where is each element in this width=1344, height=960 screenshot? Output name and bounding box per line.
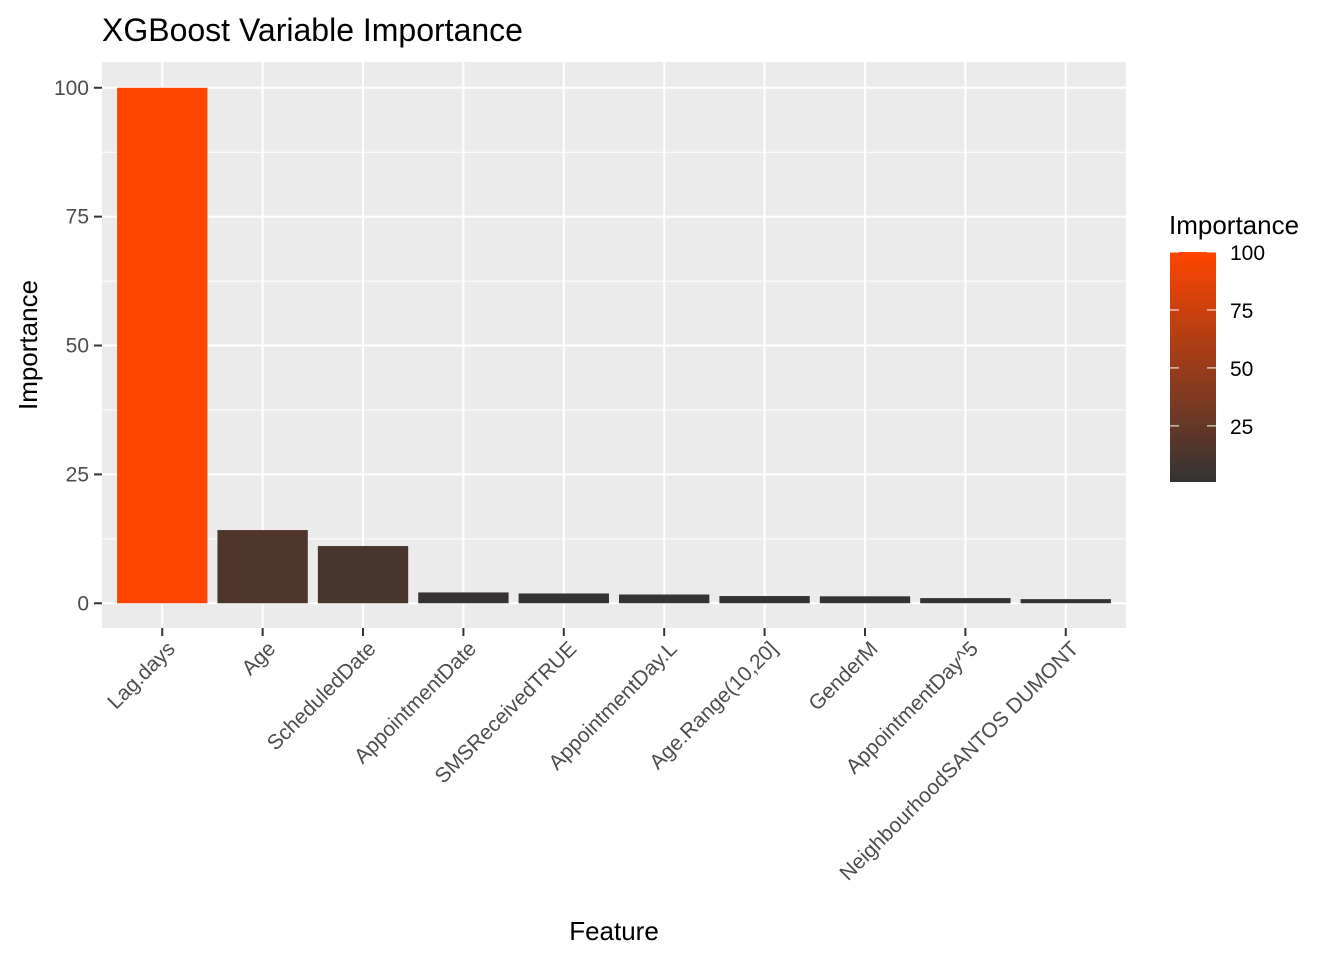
x-tick-label: ScheduledDate bbox=[263, 637, 381, 755]
y-tick-label: 0 bbox=[77, 592, 89, 615]
bar bbox=[719, 596, 810, 604]
bar bbox=[619, 594, 710, 604]
y-tick-label: 25 bbox=[66, 463, 89, 486]
bar bbox=[317, 546, 409, 604]
legend: Importance 25 50 75 100 bbox=[1169, 210, 1299, 482]
y-tick-label: 75 bbox=[66, 206, 89, 229]
x-tick-label: GenderM bbox=[804, 637, 882, 715]
bar bbox=[117, 87, 208, 604]
x-axis: Lag.days AgeScheduledDateAppointmentDateS… bbox=[103, 628, 1083, 885]
x-axis-title: Feature bbox=[569, 916, 659, 946]
bar bbox=[819, 596, 911, 604]
bar bbox=[920, 598, 1011, 604]
legend-tick-label: 75 bbox=[1230, 300, 1253, 323]
bar bbox=[418, 592, 509, 604]
x-tick-label: Age bbox=[237, 637, 280, 680]
y-axis-title: Importance bbox=[13, 280, 43, 410]
bars bbox=[117, 87, 1111, 604]
chart-title: XGBoost Variable Importance bbox=[102, 12, 523, 48]
legend-ticks: 25 50 75 100 bbox=[1170, 242, 1265, 439]
legend-tick-label: 50 bbox=[1230, 358, 1253, 381]
x-tick-label: Lag.days bbox=[103, 637, 180, 714]
y-axis: 0 25 50 75 100 bbox=[54, 77, 102, 615]
y-tick-label: 100 bbox=[54, 77, 89, 100]
bar bbox=[518, 593, 609, 604]
legend-tick-label: 100 bbox=[1230, 242, 1265, 265]
legend-title: Importance bbox=[1169, 210, 1299, 240]
legend-colorbar bbox=[1170, 252, 1216, 482]
legend-tick-label: 25 bbox=[1230, 416, 1253, 439]
bar bbox=[1020, 599, 1111, 604]
bar bbox=[217, 530, 308, 604]
y-tick-label: 50 bbox=[66, 335, 89, 358]
